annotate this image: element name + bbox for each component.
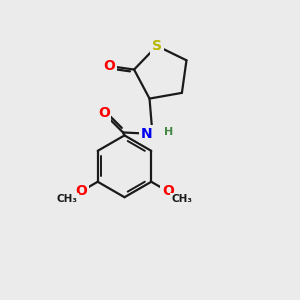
Text: N: N [141,127,152,141]
Text: O: O [103,59,115,73]
Text: CH₃: CH₃ [171,194,192,204]
Text: O: O [162,184,174,198]
Text: CH₃: CH₃ [57,194,78,204]
Text: O: O [98,106,110,120]
Text: O: O [75,184,87,198]
Text: H: H [164,128,173,137]
Text: S: S [152,39,162,53]
